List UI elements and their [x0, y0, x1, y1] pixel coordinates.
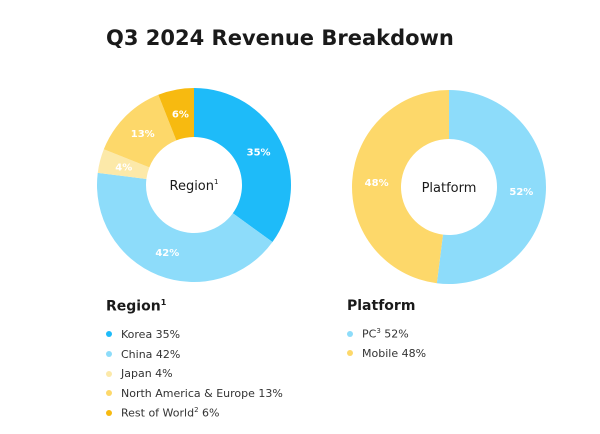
region-donut: 35% 42% 4% 13% 6% Region1 — [97, 88, 291, 282]
legend-item-china: China 42% — [106, 344, 283, 364]
legend-label: Korea 35% — [121, 327, 181, 341]
slice-japan — [97, 149, 150, 179]
slice-north-america-and-europe — [103, 94, 177, 168]
region-legend: Region1 Korea 35% China 42% Japan 4% North A… — [106, 298, 283, 423]
legend-item-north-america-and-europe: North America & Europe 13% — [106, 383, 283, 403]
slice-label-china: 42% — [155, 248, 179, 259]
legend-label: Mobile 48% — [362, 346, 427, 360]
slice-label-rest-of-world: 6% — [172, 109, 189, 120]
slice-pc — [436, 90, 546, 284]
legend-label: Japan 4% — [121, 367, 173, 381]
legend-dot — [106, 370, 112, 377]
slice-korea — [194, 88, 291, 243]
legend-title: Platform — [347, 298, 416, 314]
legend-item-mobile: Mobile 48% — [347, 344, 426, 364]
slice-label-korea: 35% — [247, 148, 271, 159]
slice-label-north-america-and-europe: 13% — [131, 129, 155, 140]
slice-china — [97, 172, 273, 282]
platform-donut: 52% 48% Platform — [351, 90, 546, 284]
slice-rest-of-world — [158, 88, 194, 141]
slice-label-japan: 4% — [115, 162, 132, 173]
slice-mobile — [351, 90, 449, 284]
legend-label: North America & Europe 13% — [121, 386, 283, 400]
legend-item-rest-of-world: Rest of World2 6% — [106, 403, 283, 423]
legend-dot — [106, 331, 112, 338]
legend-item-pc: PC3 52% — [347, 324, 426, 344]
center-label: Region1 — [170, 178, 219, 194]
legend-dot — [347, 330, 353, 337]
legend-label: PC3 52% — [362, 326, 409, 341]
slice-label-mobile: 48% — [365, 178, 389, 189]
center-label: Platform — [422, 181, 477, 196]
legend-dot — [106, 390, 112, 397]
legend-label: China 42% — [121, 347, 181, 361]
legend-dot — [106, 409, 112, 416]
legend-label: Rest of World2 6% — [121, 406, 220, 420]
legend-item-korea: Korea 35% — [106, 325, 283, 345]
slice-label-pc: 52% — [509, 187, 533, 198]
legend-item-japan: Japan 4% — [106, 364, 283, 384]
platform-legend: Platform PC3 52% Mobile 48% — [347, 298, 426, 363]
legend-title: Region1 — [106, 298, 167, 315]
legend-dot — [347, 350, 353, 357]
chart-title: Q3 2024 Revenue Breakdown — [106, 26, 454, 50]
legend-dot — [106, 351, 112, 358]
